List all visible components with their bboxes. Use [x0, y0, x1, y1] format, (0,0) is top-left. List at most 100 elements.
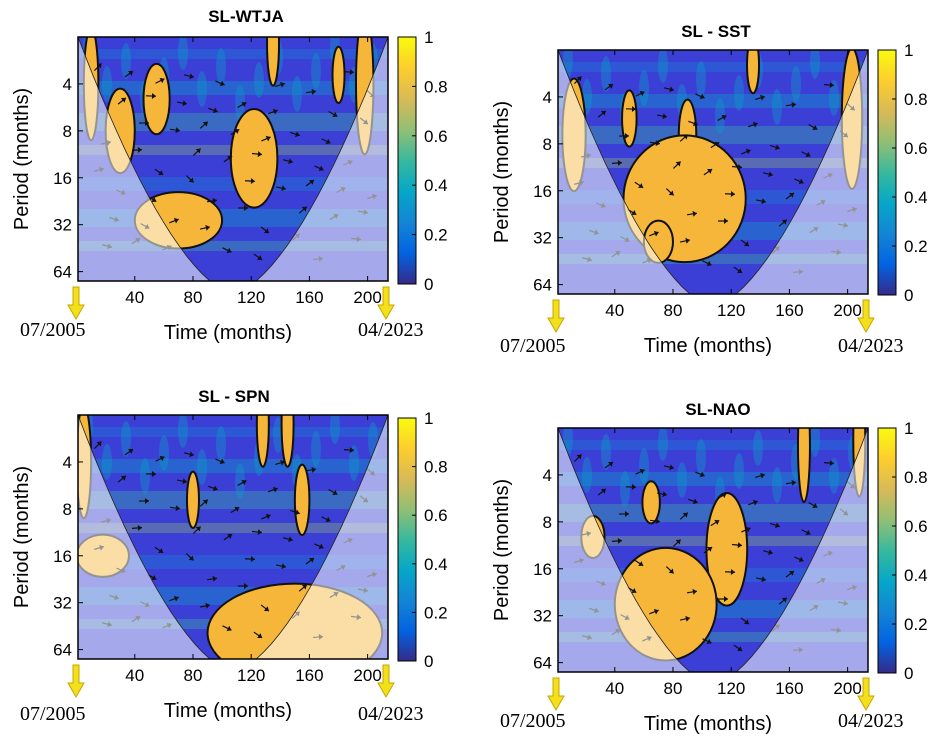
phase-arrow-head [325, 516, 331, 523]
heatmap-blob [772, 467, 782, 503]
phase-arrow-head [219, 458, 225, 465]
heatmap-blob [292, 76, 302, 112]
phase-arrow [169, 217, 179, 224]
phase-arrow [185, 175, 195, 183]
colorbar-tick-label: 0.8 [904, 468, 928, 487]
phase-arrow-head [311, 88, 316, 95]
phase-arrow-head [721, 114, 727, 121]
phase-arrow [755, 198, 767, 205]
phase-arrow [184, 73, 194, 80]
heatmap-band [558, 62, 868, 72]
panel-title: SL - SPN [198, 387, 269, 406]
phase-arrow [290, 509, 300, 516]
phase-arrow-head [631, 484, 636, 491]
phase-arrow [314, 543, 324, 550]
heatmap-blob [696, 439, 706, 475]
x-tick-label: 40 [125, 288, 144, 307]
phase-arrow-head [638, 561, 644, 567]
phase-arrow-head [655, 518, 660, 525]
phase-arrow-head [159, 77, 165, 84]
phase-arrow [244, 178, 256, 185]
colorbar-tick-label: 0 [904, 286, 913, 305]
phase-arrow-head [812, 502, 818, 509]
phase-arrow-head [743, 619, 749, 625]
heatmap-blob [121, 43, 131, 79]
phase-arrow-head [617, 537, 622, 544]
colorbar-tick-label: 1 [424, 409, 433, 428]
phase-arrow [703, 546, 713, 554]
x-tick-label: 200 [833, 301, 861, 320]
phase-arrow [625, 484, 637, 491]
phase-arrow-head [781, 219, 787, 225]
heatmap-blob [715, 98, 725, 134]
phase-arrow-head [761, 198, 766, 205]
phase-arrow-head [280, 459, 285, 466]
heatmap-blob [349, 445, 359, 481]
heatmap-blob [582, 457, 592, 493]
phase-arrow-head [668, 568, 674, 574]
phase-arrow-head [272, 486, 278, 493]
phase-arrow-head [241, 101, 247, 108]
phase-arrow [251, 151, 263, 158]
phase-arrow-head [250, 178, 255, 185]
phase-arrow-head [608, 461, 614, 467]
phase-arrow-head [325, 138, 331, 145]
heatmap-blob [102, 444, 112, 480]
colorbar-tick-label: 1 [904, 41, 913, 60]
phase-arrow [169, 127, 181, 134]
heatmap-band [78, 523, 388, 533]
colorbar-tick-label: 0.6 [424, 127, 448, 146]
y-tick-label: 8 [63, 500, 72, 519]
phase-arrow [718, 596, 728, 602]
cone-of-influence-line [558, 50, 868, 294]
phase-arrow [321, 516, 331, 523]
heatmap-blob [273, 417, 283, 453]
phase-arrow-head [600, 488, 606, 494]
phase-arrow-head [332, 489, 338, 496]
heatmap-blob [140, 458, 150, 494]
phase-arrow-head [226, 625, 232, 632]
colorbar-tick-label: 0.2 [424, 603, 448, 622]
colorbar-tick-label: 0 [424, 275, 433, 294]
phase-arrow [215, 80, 225, 87]
phase-arrow-head [144, 497, 149, 504]
phase-arrow [253, 631, 263, 639]
heatmap-blob [197, 449, 207, 485]
phase-arrow-head [617, 159, 622, 166]
start-date-label: 07/2005 [500, 710, 566, 732]
phase-arrow [154, 546, 164, 554]
phase-arrow [238, 205, 248, 211]
phase-arrow [702, 260, 712, 267]
phase-arrow-head [706, 638, 712, 645]
phase-arrow [237, 101, 247, 108]
phase-arrow-head [301, 206, 307, 212]
phase-arrow-head [257, 529, 262, 536]
colorbar [877, 49, 897, 296]
phase-arrow-head [576, 76, 582, 82]
phase-arrow [208, 485, 218, 492]
x-tick-label: 200 [353, 666, 381, 685]
phase-arrow-head [244, 583, 248, 589]
phase-arrow [656, 491, 668, 498]
heatmap-blob [601, 434, 611, 470]
phase-arrow [169, 595, 179, 602]
phase-arrow-head [257, 633, 263, 639]
phase-arrow-head [263, 606, 269, 612]
phase-arrow-head [288, 536, 293, 543]
phase-arrow [124, 448, 134, 456]
phase-arrow-head [212, 107, 218, 114]
y-tick-label: 64 [53, 263, 72, 282]
phase-arrow [321, 138, 331, 145]
phase-arrow [672, 161, 682, 169]
y-axis-label: Period (months) [11, 88, 33, 230]
phase-arrow [679, 615, 691, 622]
phase-arrow-head [263, 228, 269, 234]
phase-arrow [238, 583, 248, 589]
phase-arrow [131, 524, 143, 531]
phase-arrow-head [768, 549, 773, 556]
phase-arrow-head [195, 526, 201, 532]
phase-arrow-head [308, 557, 314, 563]
phase-arrow [785, 479, 797, 486]
phase-arrow [733, 266, 743, 274]
phase-arrow-head [791, 101, 796, 108]
